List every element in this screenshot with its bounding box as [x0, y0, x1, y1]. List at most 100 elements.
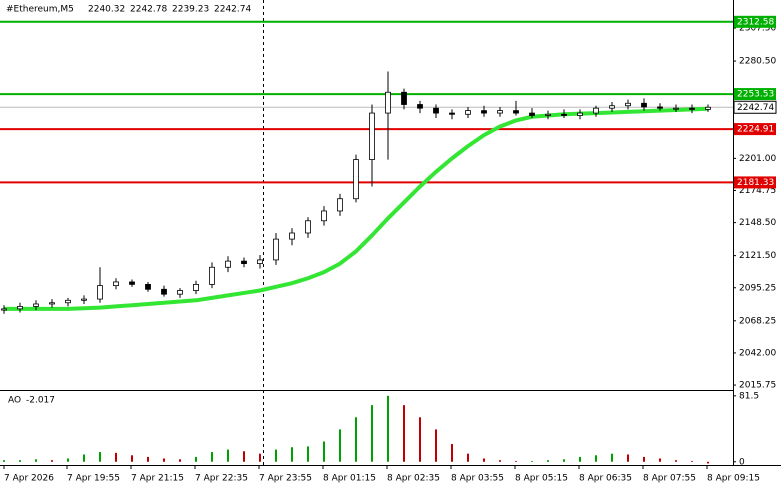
- x-tick-label: 8 Apr 05:15: [515, 474, 568, 484]
- candle-body: [593, 107, 599, 114]
- ao-bar: [99, 452, 101, 462]
- candle-body: [209, 266, 215, 285]
- ao-bar: [371, 405, 373, 462]
- candle-body: [641, 102, 647, 108]
- level-tag: [734, 15, 776, 28]
- ao-bar: [387, 395, 389, 462]
- ao-bar: [707, 461, 709, 464]
- x-tick-label: 8 Apr 03:55: [451, 474, 504, 484]
- indicator-value: -2.017: [26, 396, 55, 406]
- candle-body: [673, 107, 679, 110]
- candle-body: [113, 281, 119, 287]
- ao-bar: [163, 458, 165, 462]
- ao-bar: [547, 460, 549, 462]
- y-tick-label: 2121.50: [739, 251, 776, 261]
- x-tick-label: 8 Apr 09:15: [707, 474, 760, 484]
- ao-bar: [307, 446, 309, 462]
- candle-body: [33, 303, 39, 307]
- candle-body: [81, 298, 87, 301]
- x-tick-label: 8 Apr 01:15: [323, 474, 376, 484]
- symbol-title: #Ethereum,M5: [6, 5, 74, 15]
- candle-body: [545, 113, 551, 116]
- candle-body: [97, 285, 103, 300]
- candle-body: [145, 283, 151, 290]
- candle-body: [657, 106, 663, 109]
- candle-body: [241, 260, 247, 264]
- ao-tick-label: 0: [739, 457, 745, 467]
- x-tick-label: 7 Apr 21:15: [131, 474, 184, 484]
- candle-body: [513, 110, 519, 114]
- ao-bar: [355, 417, 357, 462]
- level-tag: [734, 123, 776, 136]
- candle-body: [161, 288, 167, 295]
- candle-body: [465, 110, 471, 115]
- x-tick-label: 7 Apr 19:55: [67, 474, 120, 484]
- candle-body: [497, 110, 503, 114]
- candle-body: [609, 105, 615, 109]
- candle-body: [273, 238, 279, 261]
- y-tick-label: 2307.50: [739, 24, 776, 34]
- y-tick-label: 2174.75: [739, 186, 776, 196]
- candle-body: [129, 281, 135, 285]
- x-tick-label: 7 Apr 2026: [4, 474, 54, 484]
- candle-body: [353, 159, 359, 200]
- y-tick-label: 2201.00: [739, 154, 776, 164]
- y-tick-label: 2148.50: [739, 218, 776, 228]
- candle-body: [369, 112, 375, 160]
- ao-bar: [579, 456, 581, 462]
- candle-body: [561, 113, 567, 116]
- ao-bar: [19, 460, 21, 462]
- ao-bar: [339, 429, 341, 462]
- x-tick-label: 7 Apr 23:55: [259, 474, 312, 484]
- ao-bar: [467, 453, 469, 462]
- ao-bar: [563, 459, 565, 462]
- ao-bar: [3, 460, 5, 462]
- x-tick-label: 8 Apr 07:55: [643, 474, 696, 484]
- candle-body: [65, 299, 71, 304]
- ao-bar: [211, 452, 213, 462]
- ao-bar: [435, 429, 437, 462]
- ao-bar: [275, 449, 277, 462]
- ao-bar: [531, 460, 533, 462]
- level-label: 2181.33: [737, 178, 774, 188]
- ao-bar: [67, 458, 69, 462]
- candle-body: [305, 220, 311, 234]
- ao-bar: [323, 441, 325, 462]
- candle-body: [225, 260, 231, 268]
- x-tick-label: 8 Apr 02:35: [387, 474, 440, 484]
- y-tick-label: 2068.25: [739, 316, 776, 326]
- candle-body: [401, 91, 407, 105]
- ohlc-readout: 2240.32: [88, 5, 125, 15]
- level-tag: [734, 88, 776, 101]
- level-label: 2312.58: [737, 17, 774, 27]
- candle-body: [689, 107, 695, 110]
- current-price-tag: [733, 100, 777, 114]
- candle-body: [337, 198, 343, 212]
- ao-bar: [131, 455, 133, 462]
- ao-bar: [499, 460, 501, 462]
- ao-bar: [451, 443, 453, 462]
- ao-bar: [515, 460, 517, 462]
- ohlc-readout: 2242.74: [214, 5, 251, 15]
- y-tick-label: 2042.00: [739, 348, 776, 358]
- candle-body: [625, 102, 631, 107]
- ao-bar: [243, 451, 245, 462]
- y-tick-label: 2280.50: [739, 57, 776, 67]
- moving-average: [4, 106, 709, 311]
- ao-bar: [419, 417, 421, 462]
- indicator-name: AO: [8, 396, 21, 406]
- ao-bar: [403, 405, 405, 462]
- ao-bar: [83, 454, 85, 462]
- candle-body: [705, 106, 711, 110]
- ao-bar: [259, 453, 261, 462]
- candle-body: [257, 259, 263, 264]
- candle-body: [449, 112, 455, 115]
- ao-bar: [291, 447, 293, 462]
- ao-bar: [35, 459, 37, 462]
- ao-bar: [627, 454, 629, 462]
- ao-bar: [595, 455, 597, 462]
- candle-body: [433, 107, 439, 114]
- ao-bar: [483, 458, 485, 462]
